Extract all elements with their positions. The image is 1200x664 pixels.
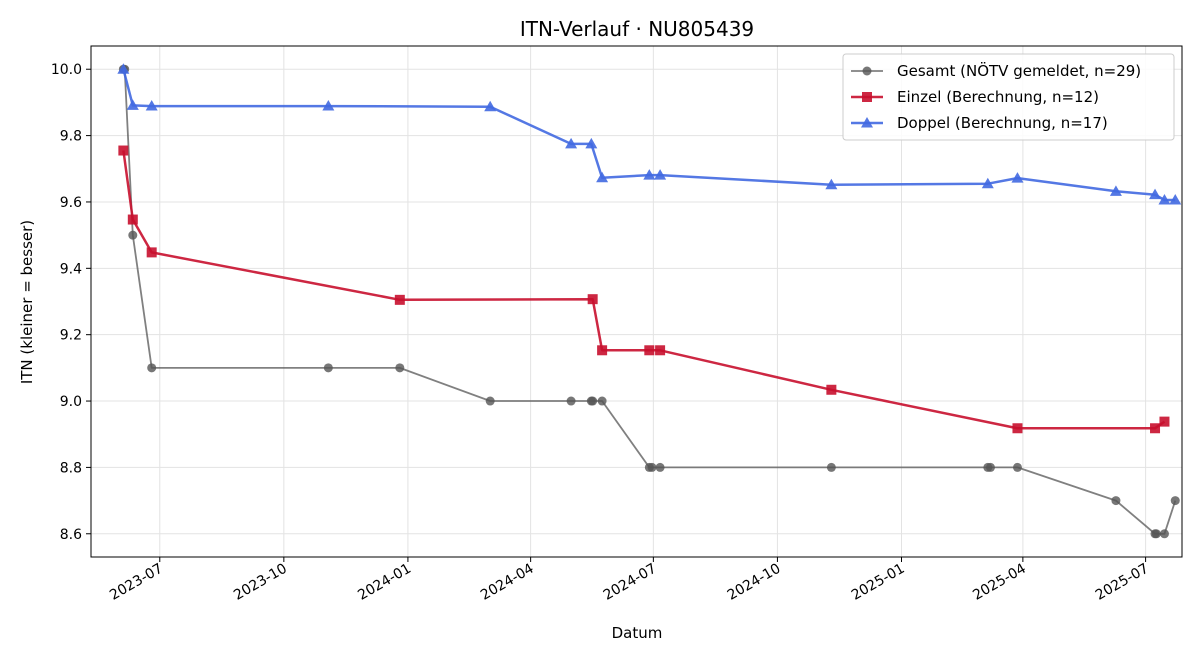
- y-tick-label: 9.8: [60, 129, 82, 145]
- plot-frame: [90, 45, 1183, 558]
- x-tick-label: 2025-07: [1093, 561, 1152, 604]
- y-tick-label: 9.2: [60, 328, 82, 344]
- y-axis-label: ITN (kleiner = besser): [18, 220, 36, 384]
- data-point: [1111, 496, 1121, 506]
- data-point: [826, 462, 836, 472]
- data-point: [588, 396, 598, 406]
- data-point: [585, 137, 598, 149]
- data-point: [1170, 496, 1180, 506]
- legend-marker: [862, 92, 872, 102]
- data-point: [1011, 172, 1024, 183]
- data-point: [126, 99, 139, 110]
- data-point: [118, 145, 129, 156]
- y-tick-label: 8.8: [60, 460, 82, 476]
- data-point: [647, 462, 657, 472]
- legend-marker: [861, 117, 873, 128]
- series-line: [122, 150, 1166, 430]
- data-point: [395, 363, 405, 373]
- data-point: [597, 345, 608, 356]
- y-tick-label: 9.6: [60, 195, 82, 211]
- x-tick-label: 2023-07: [107, 561, 166, 604]
- x-tick-label: 2025-01: [849, 561, 908, 604]
- chart-title: ITN-Verlauf · NU805439: [520, 17, 754, 41]
- data-point: [1159, 416, 1170, 427]
- data-point: [1012, 423, 1023, 434]
- x-axis-label: Datum: [612, 624, 663, 642]
- data-point: [981, 177, 994, 189]
- data-point: [394, 294, 405, 305]
- legend-label: Doppel (Berechnung, n=17): [897, 114, 1108, 132]
- x-tick-label: 2025-04: [970, 561, 1029, 604]
- data-point: [147, 363, 157, 373]
- y-tick-label: 8.6: [60, 527, 82, 543]
- data-point: [596, 171, 609, 183]
- axis-layer: 2023-07 2023-10 2024-01 2024-04 2024-07 2024-…: [51, 62, 1152, 603]
- legend-entry: Einzel (Berechnung, n=12): [851, 88, 1099, 106]
- data-point: [1109, 185, 1122, 196]
- data-point: [1151, 529, 1161, 539]
- y-tick-label: 9.0: [60, 394, 82, 410]
- data-point: [644, 345, 655, 356]
- data-point: [655, 462, 665, 472]
- data-point: [565, 137, 578, 149]
- data-point: [484, 100, 497, 112]
- legend-marker: [862, 66, 872, 76]
- data-point: [825, 178, 838, 190]
- y-tick-label: 10.0: [51, 62, 82, 78]
- x-tick-label: 2024-04: [478, 561, 537, 604]
- data-point: [322, 100, 335, 111]
- legend: Gesamt (NÖTV gemeldet, n=29) Einzel (Bere…: [842, 53, 1175, 141]
- data-point: [1159, 529, 1169, 539]
- data-point: [654, 169, 667, 180]
- series-1: [118, 145, 1170, 434]
- data-point: [643, 169, 656, 180]
- data-point: [1169, 193, 1182, 205]
- data-point: [597, 396, 607, 406]
- data-point: [1012, 462, 1022, 472]
- series-2: [117, 63, 1182, 205]
- y-tick-label: 9.4: [60, 261, 82, 277]
- x-tick-label: 2024-07: [601, 561, 660, 604]
- data-point: [566, 396, 576, 406]
- data-point: [323, 363, 333, 373]
- legend-label: Gesamt (NÖTV gemeldet, n=29): [897, 61, 1141, 80]
- series-0: [118, 64, 1180, 539]
- legend-entry: Doppel (Berechnung, n=17): [851, 114, 1108, 132]
- x-tick-label: 2024-10: [725, 561, 784, 604]
- grid-layer: [91, 46, 1182, 557]
- data-point: [145, 100, 158, 111]
- data-point: [826, 384, 837, 395]
- data-point: [128, 230, 138, 240]
- legend-box: [842, 53, 1175, 141]
- data-point: [587, 294, 598, 305]
- legend-entry: Gesamt (NÖTV gemeldet, n=29): [851, 61, 1141, 80]
- data-point: [1150, 423, 1161, 434]
- data-point: [485, 396, 495, 406]
- series-layer: [117, 63, 1182, 539]
- legend-label: Einzel (Berechnung, n=12): [897, 88, 1099, 106]
- x-tick-label: 2023-10: [231, 561, 290, 604]
- data-point: [986, 462, 996, 472]
- data-point: [127, 214, 138, 225]
- x-tick-label: 2024-01: [355, 561, 414, 604]
- data-point: [1158, 193, 1171, 205]
- data-point: [117, 63, 130, 74]
- data-point: [1149, 188, 1162, 200]
- data-point: [146, 247, 157, 258]
- data-point: [655, 345, 666, 356]
